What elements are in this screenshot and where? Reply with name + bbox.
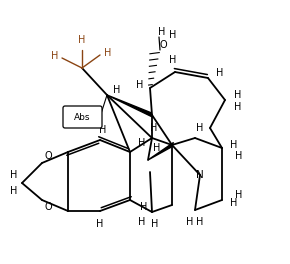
Text: H: H (96, 219, 104, 229)
Text: H: H (140, 202, 148, 212)
Text: O: O (159, 40, 167, 50)
Text: H: H (234, 102, 242, 112)
Text: H: H (235, 190, 243, 200)
Text: H: H (151, 219, 159, 229)
Text: H: H (113, 85, 121, 95)
Text: H: H (51, 51, 59, 61)
Text: H: H (150, 123, 158, 133)
Text: H: H (153, 143, 161, 153)
Text: H: H (138, 138, 146, 148)
Text: H: H (104, 48, 112, 58)
Text: N: N (196, 170, 204, 180)
Text: H: H (78, 35, 86, 45)
Polygon shape (148, 143, 174, 160)
Text: H: H (234, 90, 242, 100)
Text: H: H (169, 30, 177, 40)
Text: H: H (186, 217, 194, 227)
Text: H: H (196, 217, 204, 227)
Text: Abs: Abs (74, 112, 91, 121)
Text: H: H (10, 186, 18, 196)
Text: H: H (216, 68, 224, 78)
Text: H: H (138, 217, 146, 227)
Text: O: O (44, 151, 52, 161)
Polygon shape (107, 95, 153, 117)
Text: H: H (169, 55, 177, 65)
Text: H: H (99, 125, 107, 135)
Text: H: H (158, 27, 166, 37)
Text: H: H (136, 80, 144, 90)
Text: H: H (196, 123, 204, 133)
Text: H: H (230, 140, 238, 150)
Text: O: O (44, 202, 52, 212)
FancyBboxPatch shape (63, 106, 102, 128)
Text: H: H (235, 151, 243, 161)
Text: H: H (230, 198, 238, 208)
Text: H: H (10, 170, 18, 180)
